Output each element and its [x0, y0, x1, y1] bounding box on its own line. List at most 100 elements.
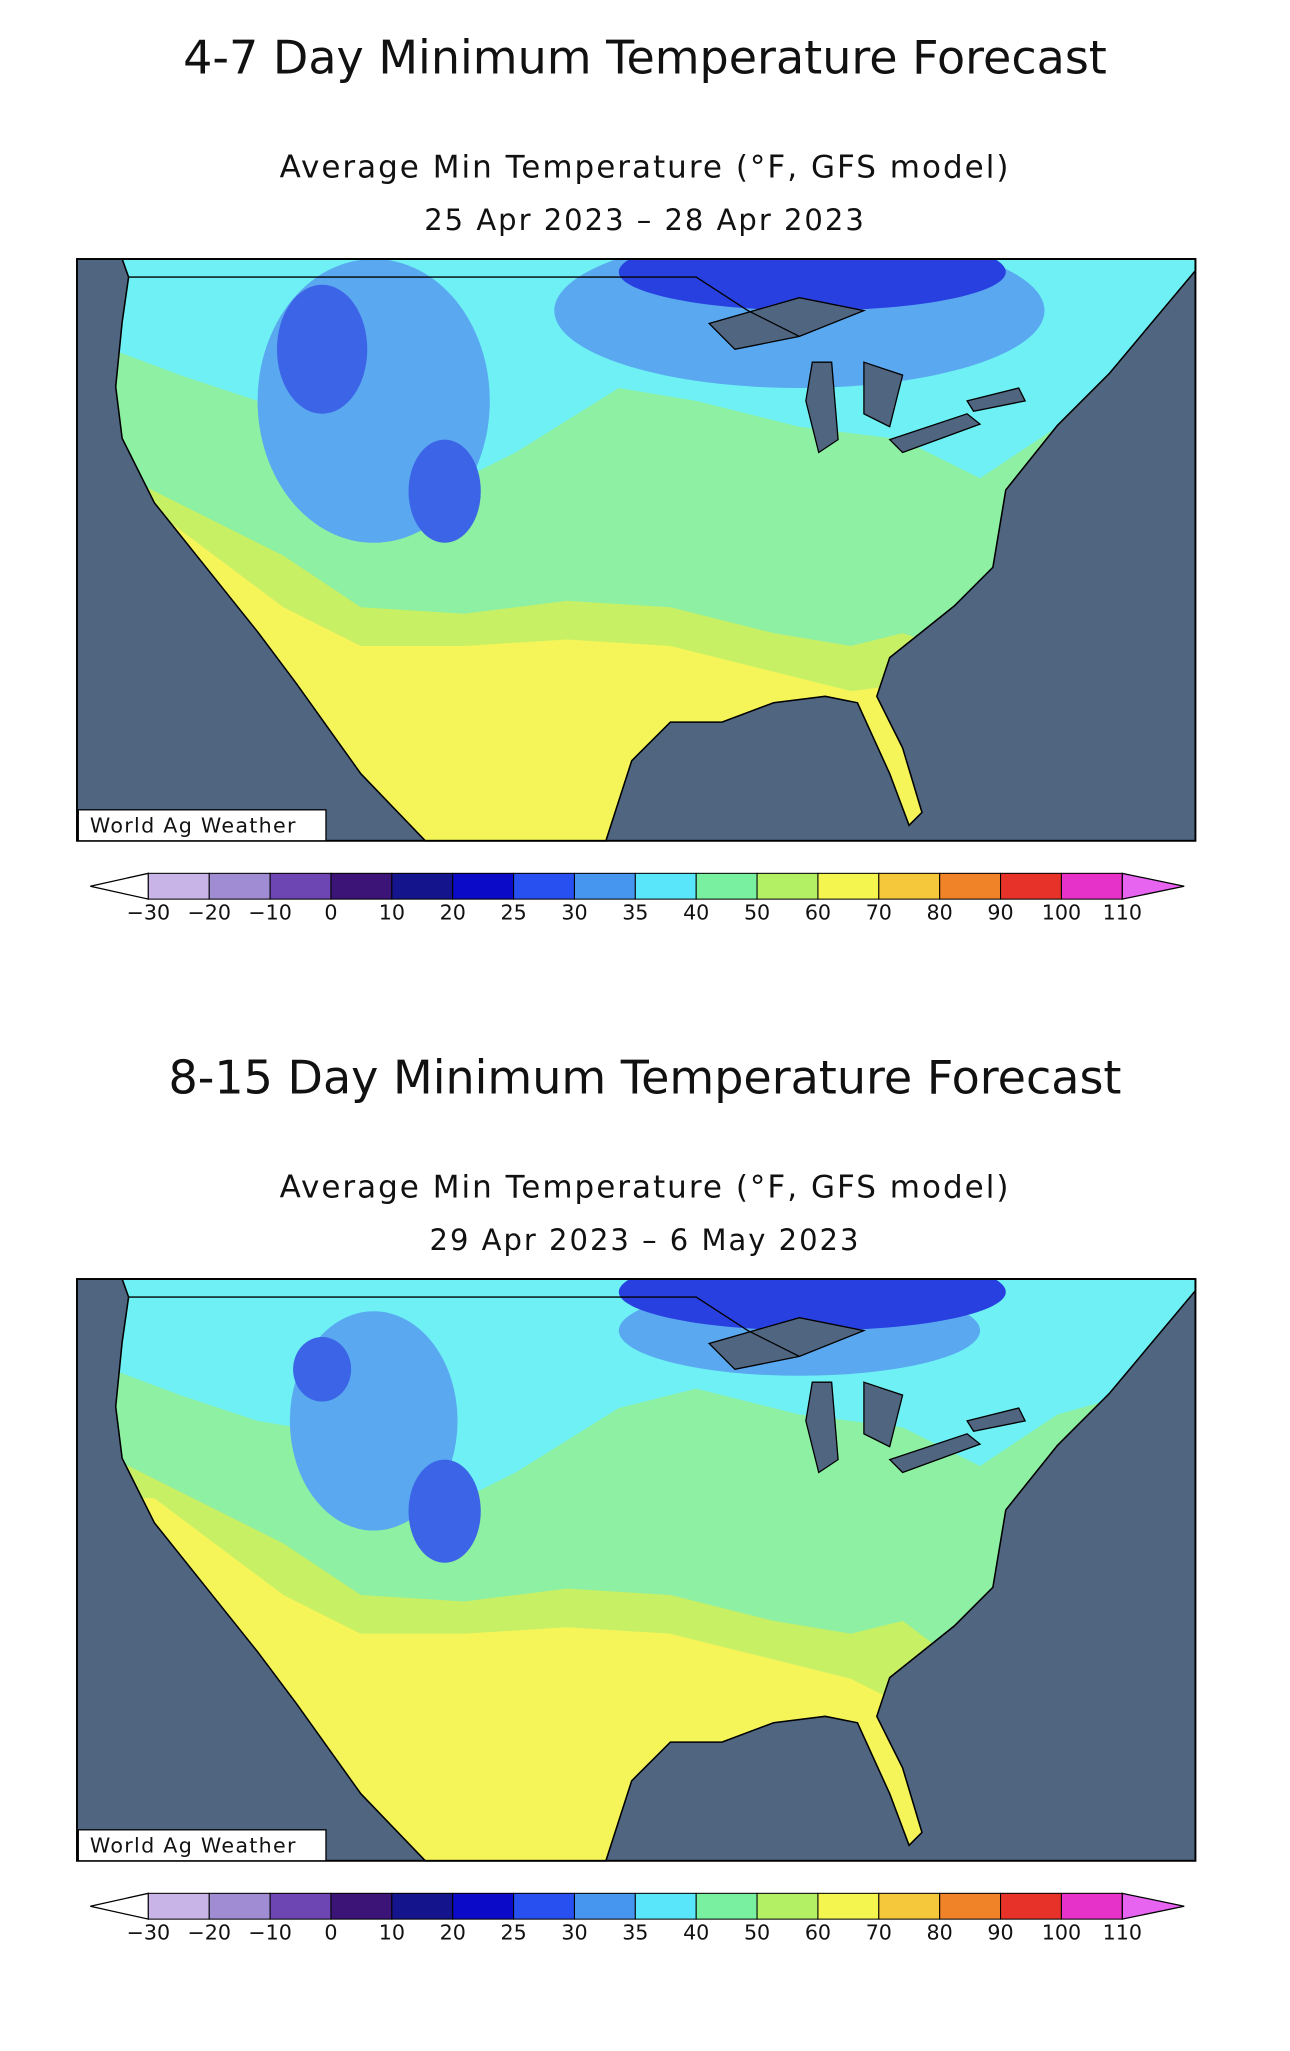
- colorbar-label: 0: [324, 900, 337, 924]
- colorbar-label: 90: [987, 1920, 1013, 1944]
- lake: [888, 1433, 982, 1474]
- colorbar-label: −30: [127, 1920, 171, 1944]
- colorbar-box: [1060, 1892, 1123, 1920]
- panel-heading: 4-7 Day Minimum Temperature Forecast: [183, 31, 1107, 85]
- zone: [618, 1279, 1006, 1331]
- map-dates: 25 Apr 2023 – 28 Apr 2023: [424, 203, 866, 237]
- zone: [293, 1337, 352, 1402]
- colorbar-label: 10: [379, 1920, 405, 1944]
- colorbar-box: [573, 872, 636, 900]
- colorbar-box: [1060, 872, 1123, 900]
- colorbar-box: [208, 872, 271, 900]
- lake: [707, 297, 867, 351]
- lake: [707, 1317, 867, 1371]
- zone: [276, 284, 368, 414]
- map-frame: [76, 258, 1197, 842]
- zone: [408, 1459, 481, 1563]
- colorbar-label: 70: [866, 900, 892, 924]
- map-title: Average Min Temperature (°F, GFS model): [280, 150, 1011, 186]
- colorbar-label: 80: [927, 900, 953, 924]
- colorbar-box: [513, 1892, 575, 1920]
- colorbar-box: [756, 1892, 819, 1920]
- colorbar-label: 40: [683, 1920, 709, 1944]
- colorbar-box: [330, 1892, 393, 1920]
- lake: [966, 387, 1027, 412]
- border: [128, 1296, 800, 1357]
- colorbar-box: [452, 1892, 515, 1920]
- colorbar-box: [391, 1892, 454, 1920]
- coastline: [114, 258, 1197, 842]
- colorbar-label: −30: [127, 900, 171, 924]
- lake: [805, 361, 839, 454]
- colorbar-box: [269, 1892, 332, 1920]
- colorbar-label: −10: [248, 1920, 292, 1944]
- colorbar-label: −10: [248, 900, 292, 924]
- lake: [805, 1381, 839, 1474]
- colorbar-under: [90, 872, 149, 900]
- colorbar-box: [147, 1892, 210, 1920]
- credit: World Ag Weather: [90, 1834, 297, 1858]
- colorbar-label: 35: [622, 900, 648, 924]
- colorbar-box: [878, 872, 941, 900]
- colorbar-label: 70: [866, 1920, 892, 1944]
- colorbar-box: [1000, 872, 1062, 900]
- colorbar-box: [1000, 1892, 1062, 1920]
- colorbar-box: [878, 1892, 941, 1920]
- coastline: [114, 1278, 1197, 1862]
- colorbar-label: 30: [561, 1920, 587, 1944]
- colorbar-under: [90, 1892, 149, 1920]
- colorbar-label: 25: [500, 1920, 526, 1944]
- colorbar-label: 25: [500, 900, 526, 924]
- colorbar-label: 0: [324, 1920, 337, 1944]
- colorbar-box: [695, 872, 758, 900]
- map-frame: [76, 1278, 1197, 1862]
- colorbar-label: 110: [1103, 1920, 1142, 1944]
- colorbar-box: [634, 1892, 697, 1920]
- colorbar: −30 −20 −10 0 10 20 25 30 35 40 50 60 70 80 90 100 110: [90, 1892, 1185, 1944]
- colorbar-box: [208, 1892, 271, 1920]
- colorbar-over: [1121, 872, 1185, 900]
- colorbar-box: [695, 1892, 758, 1920]
- colorbar-label: 10: [379, 900, 405, 924]
- colorbar-label: 110: [1103, 900, 1142, 924]
- colorbar-label: 90: [987, 900, 1013, 924]
- zone: [618, 259, 1006, 311]
- colorbar-label: 60: [805, 1920, 831, 1944]
- border: [128, 276, 800, 337]
- map-dates: 29 Apr 2023 – 6 May 2023: [430, 1223, 861, 1257]
- colorbar-box: [330, 872, 393, 900]
- colorbar-box: [269, 872, 332, 900]
- colorbar-label: 35: [622, 1920, 648, 1944]
- colorbar-box: [452, 872, 515, 900]
- zone: [408, 439, 481, 543]
- colorbar-box: [756, 872, 819, 900]
- colorbar-label: −20: [187, 900, 231, 924]
- colorbar-box: [817, 1892, 880, 1920]
- colorbar-label: −20: [187, 1920, 231, 1944]
- colorbar-box: [573, 1892, 636, 1920]
- colorbar-label: 50: [744, 1920, 770, 1944]
- map-title: Average Min Temperature (°F, GFS model): [280, 1170, 1011, 1206]
- colorbar-box: [391, 872, 454, 900]
- colorbar-label: 20: [440, 900, 466, 924]
- colorbar-label: 50: [744, 900, 770, 924]
- map: World Ag Weather: [76, 1278, 1197, 1862]
- colorbar-label: 20: [440, 1920, 466, 1944]
- colorbar-label: 100: [1042, 1920, 1081, 1944]
- colorbar-label: 80: [927, 1920, 953, 1944]
- map: World Ag Weather: [76, 258, 1197, 842]
- credit: World Ag Weather: [90, 814, 297, 838]
- lake: [966, 1407, 1027, 1432]
- lake: [863, 1381, 904, 1448]
- colorbar-label: 40: [683, 900, 709, 924]
- colorbar-label: 30: [561, 900, 587, 924]
- colorbar-box: [513, 872, 575, 900]
- colorbar-label: 100: [1042, 900, 1081, 924]
- colorbar-box: [939, 872, 1002, 900]
- lake: [863, 361, 904, 428]
- colorbar-over: [1121, 1892, 1185, 1920]
- panel-heading: 8-15 Day Minimum Temperature Forecast: [169, 1051, 1122, 1105]
- colorbar-label: 60: [805, 900, 831, 924]
- colorbar-box: [939, 1892, 1002, 1920]
